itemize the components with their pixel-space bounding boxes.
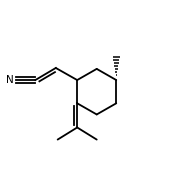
Text: N: N	[6, 75, 14, 85]
